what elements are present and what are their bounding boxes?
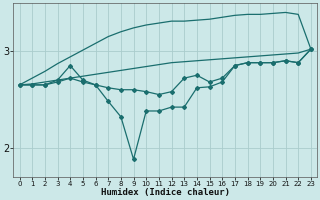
X-axis label: Humidex (Indice chaleur): Humidex (Indice chaleur) — [101, 188, 230, 197]
